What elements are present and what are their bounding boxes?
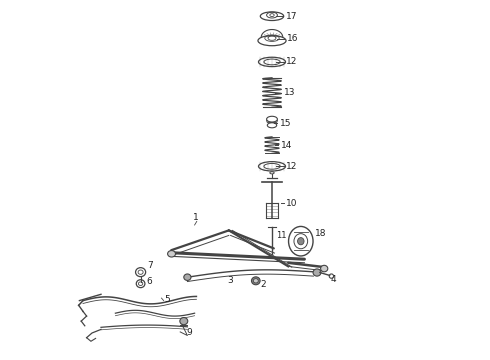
Text: 1: 1 (193, 213, 198, 222)
Text: 17: 17 (286, 12, 297, 21)
Ellipse shape (251, 277, 260, 285)
Text: 11: 11 (276, 231, 287, 240)
Text: 4: 4 (331, 275, 336, 284)
Text: 12: 12 (286, 57, 298, 66)
Ellipse shape (297, 238, 304, 245)
Ellipse shape (313, 269, 321, 276)
Text: 5: 5 (164, 295, 170, 304)
Text: 9: 9 (187, 328, 193, 337)
Text: 7: 7 (147, 261, 153, 270)
Text: 16: 16 (287, 34, 298, 43)
Ellipse shape (168, 251, 175, 257)
Text: 14: 14 (281, 140, 293, 150)
Text: 3: 3 (227, 276, 233, 285)
Text: 12: 12 (286, 162, 298, 171)
Text: 10: 10 (286, 199, 298, 208)
Ellipse shape (253, 279, 258, 283)
Ellipse shape (184, 274, 191, 280)
Text: 13: 13 (284, 88, 295, 97)
Text: 18: 18 (315, 229, 327, 238)
Text: 2: 2 (261, 280, 267, 289)
Text: 6: 6 (147, 277, 152, 286)
Ellipse shape (320, 265, 328, 272)
Text: 15: 15 (280, 119, 292, 128)
Ellipse shape (180, 318, 188, 325)
